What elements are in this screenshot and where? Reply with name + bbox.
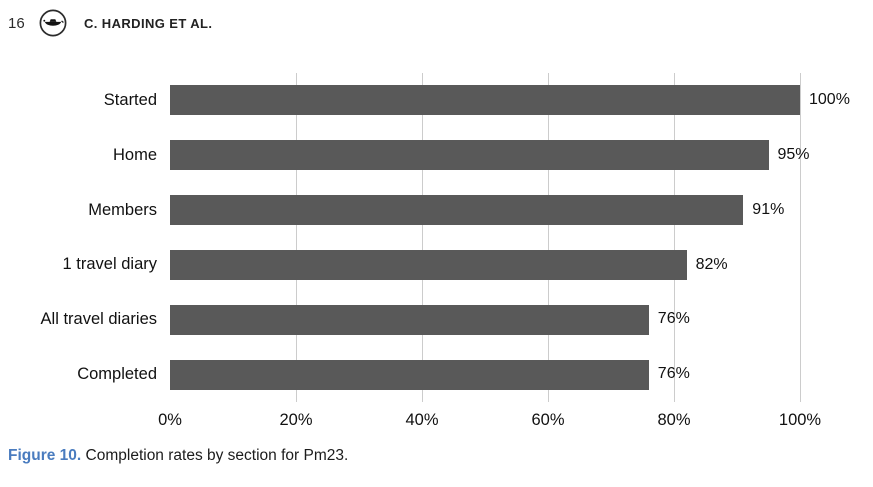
gridline [296, 73, 297, 402]
value-label: 76% [657, 310, 690, 328]
category-axis: Started Home Members 1 travel diary All trav… [0, 73, 157, 402]
value-label: 91% [752, 200, 785, 218]
value-label: 95% [777, 145, 810, 163]
x-axis: 0% 20% 40% 60% 80% 100% [158, 402, 821, 436]
category-label: 1 travel diary [62, 255, 157, 274]
gridline [422, 73, 423, 402]
bar [170, 249, 687, 280]
bar [170, 359, 649, 390]
page-number: 16 [8, 14, 25, 32]
plot-area: 100% 95% 91% 82% 76% 76% [170, 73, 850, 402]
x-tick-label: 40% [405, 411, 439, 429]
running-head-text: C. HARDING ET AL. [84, 15, 213, 31]
running-header: 16 C. HARDING ET AL. [8, 8, 212, 38]
bar-chart: Started Home Members 1 travel diary All trav… [0, 73, 873, 438]
bar [170, 140, 769, 171]
category-label: All travel diaries [40, 310, 157, 329]
category-label: Home [112, 145, 157, 164]
x-tick-label: 20% [279, 411, 313, 429]
category-label: Completed [77, 365, 157, 384]
category-label: Members [88, 200, 157, 219]
gridline [674, 73, 675, 402]
x-tick-label: 100% [778, 411, 822, 429]
value-label: 100% [809, 91, 850, 108]
x-tick-label: 80% [657, 411, 691, 429]
x-tick-label: 0% [158, 411, 182, 429]
bar [170, 85, 800, 116]
category-label: Started [103, 91, 157, 109]
bar [170, 195, 744, 226]
gridline [548, 73, 549, 402]
figure-caption: Figure 10. Completion rates by section f… [8, 447, 348, 465]
publisher-logo-icon [38, 8, 68, 38]
x-tick-label: 60% [531, 411, 565, 429]
figure-caption-label: Figure 10. [8, 447, 82, 464]
value-label: 82% [695, 255, 728, 273]
bar [170, 304, 649, 335]
value-label: 76% [657, 365, 690, 383]
gridline [800, 73, 801, 402]
figure-caption-text: Completion rates by section for Pm23. [85, 447, 349, 464]
